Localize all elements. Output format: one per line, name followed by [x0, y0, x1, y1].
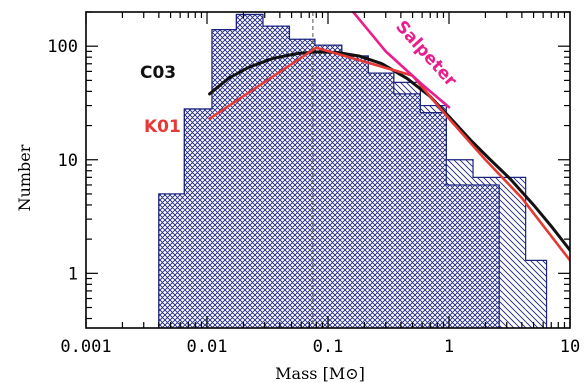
x-tick-label: 0.01 — [187, 337, 228, 357]
histogram-bar — [212, 29, 237, 328]
x-tick-label: 0.1 — [313, 337, 344, 357]
histogram-outline — [158, 13, 500, 328]
tick-labels: 0.001 0.01 0.1 1 10 1 10 100 — [47, 37, 580, 357]
x-tick-label: 10 — [560, 337, 580, 357]
histogram-bar — [525, 260, 547, 328]
y-axis-title: Number — [15, 144, 34, 211]
series-label-salpeter: Salpeter — [391, 17, 461, 91]
histogram-bar — [499, 177, 526, 328]
histogram-bar — [236, 14, 263, 328]
histogram-bar — [184, 108, 213, 328]
x-axis-title: Mass [M⊙] — [275, 364, 365, 383]
histogram-bar — [314, 45, 342, 328]
y-tick-label: 1 — [68, 264, 78, 284]
histogram-layer — [158, 13, 548, 328]
series-label-k01: K01 — [144, 117, 181, 137]
model-curves — [208, 12, 570, 262]
axes — [85, 11, 571, 329]
histogram-bar — [393, 93, 421, 328]
x-tick-label: 0.001 — [60, 337, 111, 357]
histogram-bar — [473, 184, 500, 328]
series-label-c03: C03 — [140, 63, 176, 83]
histogram-bar — [289, 39, 315, 328]
y-tick-label: 10 — [58, 151, 78, 171]
histogram-bar — [158, 193, 185, 328]
histogram-bar — [262, 26, 290, 328]
curve-k01 — [208, 46, 570, 262]
plot-area — [158, 12, 570, 328]
curve-salpeter — [351, 12, 451, 109]
histogram-cross-hatch — [158, 13, 500, 328]
histogram-bar — [368, 73, 394, 328]
x-tick-label: 1 — [444, 337, 454, 357]
y-tick-label: 100 — [47, 37, 78, 57]
histogram-bar — [341, 55, 369, 328]
histogram-bar — [420, 112, 447, 328]
histogram-bar — [446, 184, 474, 328]
